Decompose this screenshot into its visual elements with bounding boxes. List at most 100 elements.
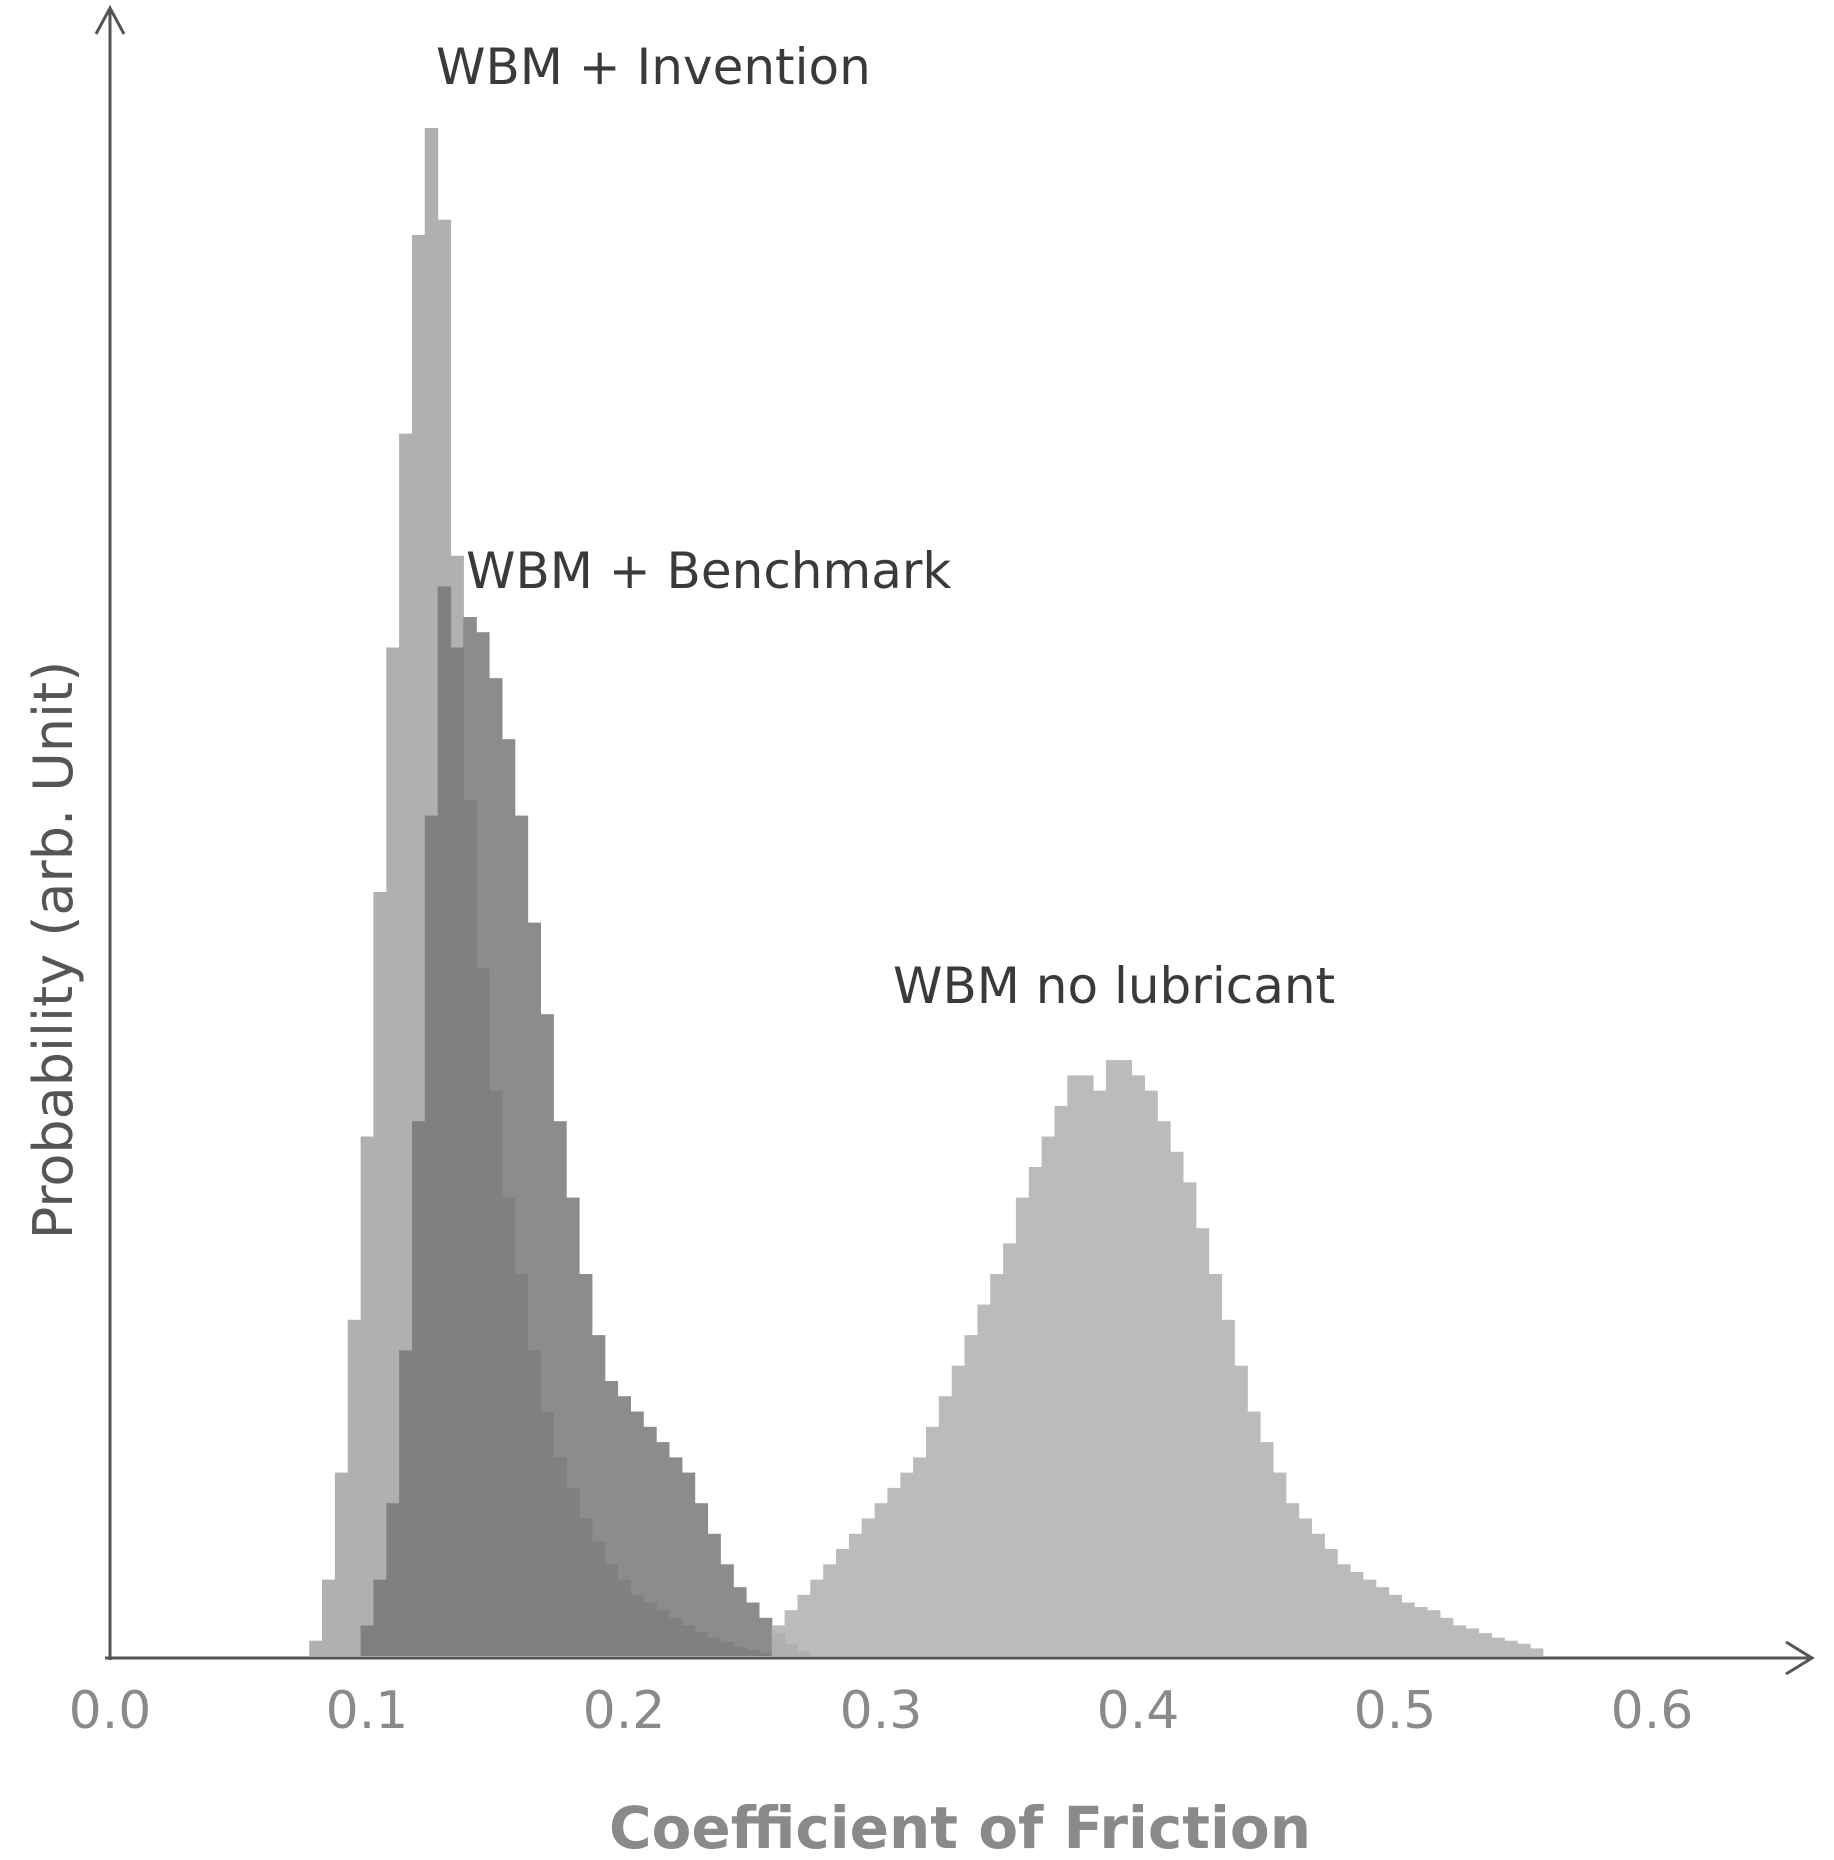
histogram-bar: [335, 1473, 348, 1656]
histogram-bar: [1067, 1075, 1080, 1656]
histogram-bar: [1222, 1320, 1235, 1656]
histogram-bar: [720, 1564, 733, 1656]
x-tick-label: 0.0: [69, 1681, 152, 1741]
histogram-bar: [309, 1641, 322, 1656]
histogram-bar: [1414, 1607, 1427, 1656]
histogram-bar: [823, 1564, 836, 1656]
histogram-bar: [1170, 1152, 1183, 1656]
histogram-bar: [1440, 1618, 1453, 1656]
histogram-bar: [1016, 1198, 1029, 1656]
histogram-bar: [579, 1274, 592, 1656]
x-tick-label: 0.3: [840, 1681, 923, 1741]
histogram-bar: [630, 1412, 643, 1657]
histogram-bar: [939, 1396, 952, 1656]
histogram-bar: [682, 1473, 695, 1656]
histogram-bar: [361, 1625, 374, 1656]
histogram-bar: [1055, 1106, 1068, 1656]
histogram-bar: [1312, 1534, 1325, 1656]
histogram-bar: [438, 586, 451, 1656]
histogram-bar: [1119, 1060, 1132, 1656]
x-axis-title: Coefficient of Friction: [609, 1794, 1311, 1860]
histogram-bar: [862, 1519, 875, 1657]
histogram-bar: [1260, 1442, 1273, 1656]
histogram-bar: [566, 1198, 579, 1656]
x-tick-label: 0.4: [1097, 1681, 1180, 1741]
histogram-bar: [656, 1442, 669, 1656]
histogram-bar: [1247, 1412, 1260, 1657]
histogram-bar: [836, 1549, 849, 1656]
histogram-bar: [412, 1121, 425, 1656]
histogram-bar: [1299, 1519, 1312, 1657]
histogram-bar: [669, 1457, 682, 1656]
histogram-bar: [708, 1534, 721, 1656]
histogram-bar: [785, 1610, 798, 1656]
histogram-bar: [1350, 1572, 1363, 1656]
x-tick-label: 0.1: [326, 1681, 409, 1741]
histogram-bar: [759, 1618, 772, 1656]
histogram-bar: [965, 1335, 978, 1656]
histogram-bar: [1453, 1625, 1466, 1656]
histogram-bar: [1427, 1610, 1440, 1656]
histogram-bar: [463, 617, 476, 1656]
histogram-bar: [926, 1427, 939, 1656]
histogram-bar: [489, 678, 502, 1656]
histogram-bar: [1389, 1595, 1402, 1656]
histogram-bar: [1530, 1648, 1543, 1656]
histogram-bar: [373, 1580, 386, 1656]
histogram-bar: [746, 1603, 759, 1657]
x-tick-label: 0.6: [1611, 1681, 1694, 1741]
histogram-bar: [1093, 1091, 1106, 1656]
histogram-bar: [1466, 1629, 1479, 1657]
histogram-bar: [322, 1580, 335, 1656]
histogram-bar: [618, 1396, 631, 1656]
histogram-bar: [1183, 1182, 1196, 1656]
histogram-bar: [541, 1014, 554, 1656]
histogram-bar: [875, 1503, 888, 1656]
histogram-bar: [1286, 1503, 1299, 1656]
histogram-bar: [386, 1503, 399, 1656]
x-tick-label: 0.5: [1354, 1681, 1437, 1741]
histogram-bar: [1003, 1243, 1016, 1656]
histogram-bar: [1080, 1075, 1093, 1656]
series-label-no-lubricant: WBM no lubricant: [893, 957, 1335, 1015]
histogram-bar: [1324, 1549, 1337, 1656]
histogram-bar: [1157, 1121, 1170, 1656]
histogram-bar: [1517, 1644, 1530, 1656]
histogram-bar: [1132, 1075, 1145, 1656]
histogram-bar: [1029, 1167, 1042, 1656]
histogram-bar: [1504, 1641, 1517, 1656]
histogram-bar: [592, 1335, 605, 1656]
histogram-bar: [502, 739, 515, 1656]
series-2-bars: [772, 1060, 1544, 1656]
histogram-bar: [977, 1305, 990, 1656]
histogram-bar: [1144, 1091, 1157, 1656]
histogram-bar: [1337, 1564, 1350, 1656]
histogram-bar: [1401, 1603, 1414, 1657]
histogram-bar: [1196, 1228, 1209, 1656]
histogram-bar: [810, 1580, 823, 1656]
histogram-bar: [515, 816, 528, 1656]
histogram-bar: [476, 632, 489, 1656]
histogram-bar: [605, 1381, 618, 1656]
histogram-bar: [1273, 1473, 1286, 1656]
histogram-bar: [1234, 1366, 1247, 1656]
histogram-bar: [952, 1366, 965, 1656]
histogram-bar: [1363, 1580, 1376, 1656]
histogram-bar: [399, 1350, 412, 1656]
histogram-bar: [900, 1473, 913, 1656]
histogram-bar: [451, 648, 464, 1657]
histogram-bar: [798, 1595, 811, 1656]
histogram-bar: [528, 923, 541, 1656]
histogram-bar: [733, 1587, 746, 1656]
histogram-bar: [849, 1534, 862, 1656]
histogram-bar: [1376, 1587, 1389, 1656]
x-tick-label: 0.2: [583, 1681, 666, 1741]
series-label-invention: WBM + Invention: [436, 38, 871, 96]
histogram-bar: [1209, 1274, 1222, 1656]
histogram-bar: [1491, 1638, 1504, 1656]
histogram-bar: [361, 1137, 374, 1657]
histogram-bar: [1106, 1060, 1119, 1656]
x-tick-labels: 0.0 0.1 0.2 0.3 0.4 0.5 0.6: [69, 1681, 1694, 1741]
histogram-bar: [913, 1457, 926, 1656]
histogram-bar: [1479, 1633, 1492, 1656]
